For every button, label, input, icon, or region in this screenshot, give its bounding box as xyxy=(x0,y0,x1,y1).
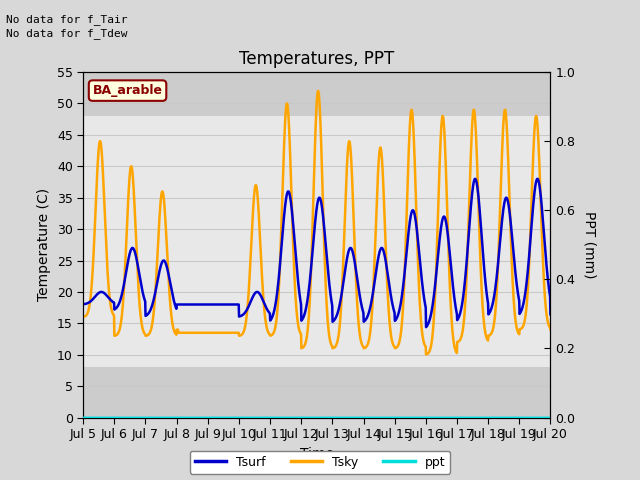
Title: Temperatures, PPT: Temperatures, PPT xyxy=(239,49,394,68)
X-axis label: Time: Time xyxy=(300,446,334,461)
Y-axis label: Temperature (C): Temperature (C) xyxy=(37,188,51,301)
Legend: Tsurf, Tsky, ppt: Tsurf, Tsky, ppt xyxy=(190,451,450,474)
Y-axis label: PPT (mm): PPT (mm) xyxy=(582,211,596,278)
Bar xyxy=(83,72,550,116)
Text: No data for f_Tdew: No data for f_Tdew xyxy=(6,28,128,39)
Bar xyxy=(83,367,550,418)
Text: No data for f_Tair: No data for f_Tair xyxy=(6,13,128,24)
Text: BA_arable: BA_arable xyxy=(93,84,163,97)
